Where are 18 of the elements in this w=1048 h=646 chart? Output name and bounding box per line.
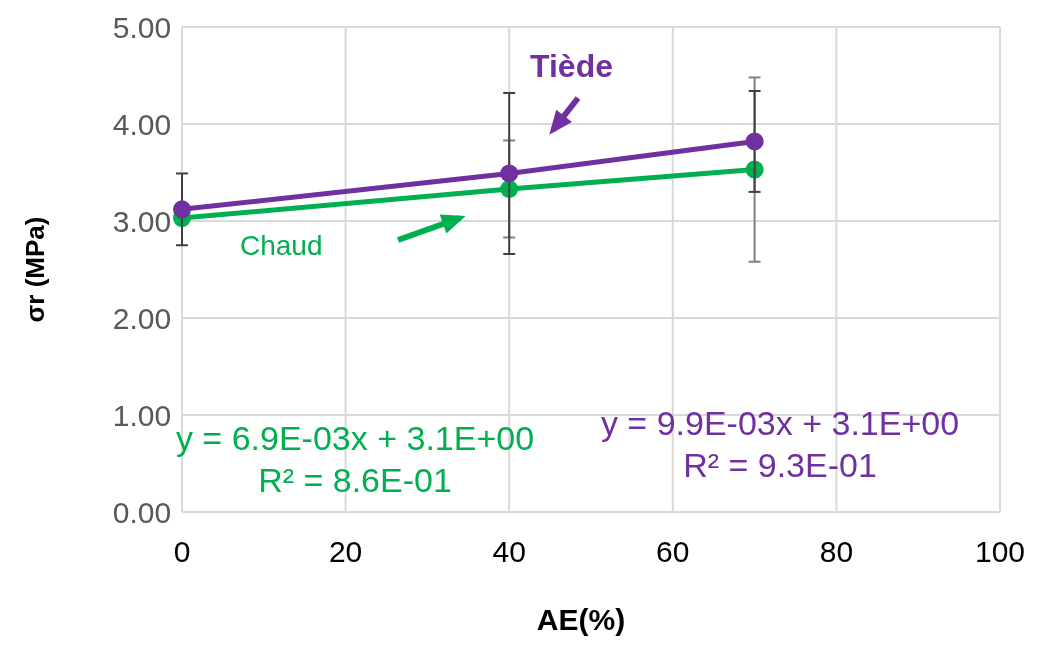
- y-tick-label: 1.00: [112, 399, 172, 432]
- y-tick-label: 3.00: [112, 205, 172, 238]
- y-tick-label: 5.00: [112, 11, 172, 44]
- y-tick-label: 4.00: [112, 108, 172, 141]
- annotation: y = 6.9E-03x + 3.1E+00 R² = 8.6E-01: [175, 419, 535, 499]
- x-tick-label: 20: [328, 535, 363, 568]
- x-tick-label: 100: [974, 535, 1026, 568]
- annotation: y = 9.9E-03x + 3.1E+00 R² = 9.3E-01: [600, 404, 960, 484]
- series-label: Chaud: [240, 230, 323, 261]
- x-tick-label: 0: [173, 535, 191, 568]
- y-tick-label: 2.00: [112, 302, 172, 335]
- x-axis-title: AE(%): [536, 603, 626, 636]
- x-tick-label: 60: [656, 535, 690, 568]
- y-axis-title: σr (MPa): [20, 216, 50, 323]
- x-tick-label: 40: [492, 535, 526, 568]
- text: Tiède: [530, 48, 613, 84]
- x-tick-label: 80: [819, 535, 854, 568]
- y-tick-label: 0.00: [112, 496, 172, 529]
